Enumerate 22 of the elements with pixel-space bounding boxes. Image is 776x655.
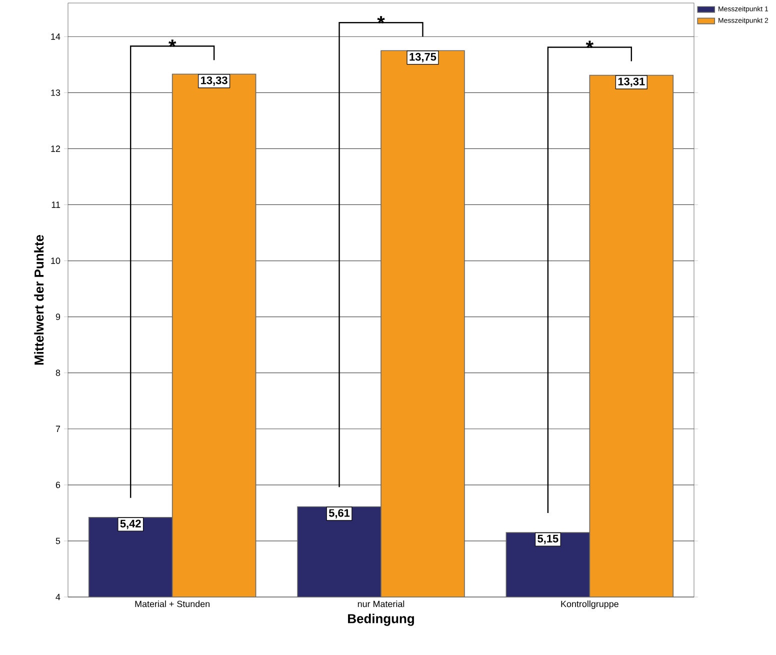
y-tick-label: 7 <box>56 426 60 432</box>
y-tick-label: 12 <box>51 146 60 152</box>
y-tick-label: 9 <box>56 314 60 320</box>
data-label: 5,61 <box>328 509 350 518</box>
x-tick-label: Kontrollgruppe <box>561 600 618 609</box>
y-tick-label: 10 <box>51 258 60 264</box>
y-axis-title: Mittelwert der Punkte <box>34 234 44 365</box>
data-label: 13,33 <box>201 76 228 86</box>
x-tick-label: nur Material <box>358 600 404 608</box>
y-tick-label: 5 <box>56 538 60 544</box>
data-label: 5,42 <box>120 520 141 530</box>
y-tick-label: 6 <box>56 482 60 488</box>
y-tick-label: 13 <box>51 89 60 96</box>
y-tick-label: 11 <box>52 202 60 208</box>
data-label: 13,31 <box>618 78 645 87</box>
y-tick-label: 8 <box>56 370 60 376</box>
data-label: 5,15 <box>538 534 558 544</box>
data-label: 13,75 <box>410 52 436 62</box>
y-tick-label: 14 <box>51 34 60 40</box>
x-tick-label: Material + Stunden <box>135 600 210 608</box>
y-tick-label: 4 <box>56 594 60 600</box>
x-axis-title: Bedingung <box>348 614 414 626</box>
